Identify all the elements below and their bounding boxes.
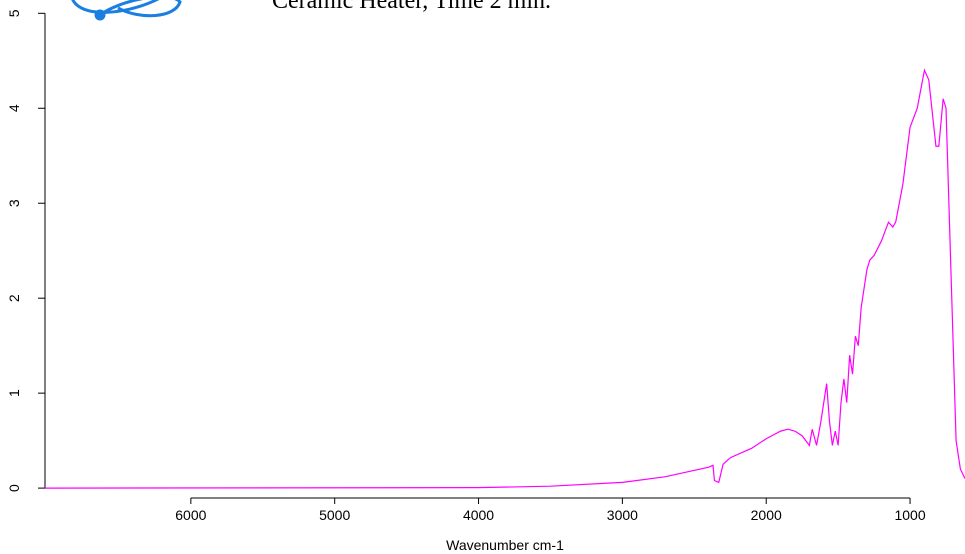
logo-loop xyxy=(71,0,160,14)
x-tick-label: 2000 xyxy=(751,507,782,523)
y-tick-label: 1 xyxy=(6,389,22,397)
y-tick-label: 2 xyxy=(6,294,22,302)
logo-dot xyxy=(94,9,106,21)
x-tick-label: 1000 xyxy=(894,507,925,523)
y-tick-label: 4 xyxy=(6,104,22,112)
spectrum-line xyxy=(44,68,965,489)
x-tick-label: 3000 xyxy=(607,507,638,523)
x-tick-label: 4000 xyxy=(463,507,494,523)
y-tick-label: 5 xyxy=(6,9,22,17)
logo xyxy=(71,0,182,21)
y-tick-label: 0 xyxy=(6,484,22,492)
x-tick-label: 5000 xyxy=(319,507,350,523)
logo-loop xyxy=(99,0,182,18)
y-tick-label: 3 xyxy=(6,199,22,207)
x-tick-label: 6000 xyxy=(175,507,206,523)
chart-title: Ceramic Heater, Time 2 min. xyxy=(272,0,551,14)
x-axis-label: Wavenumber cm-1 xyxy=(446,537,564,553)
